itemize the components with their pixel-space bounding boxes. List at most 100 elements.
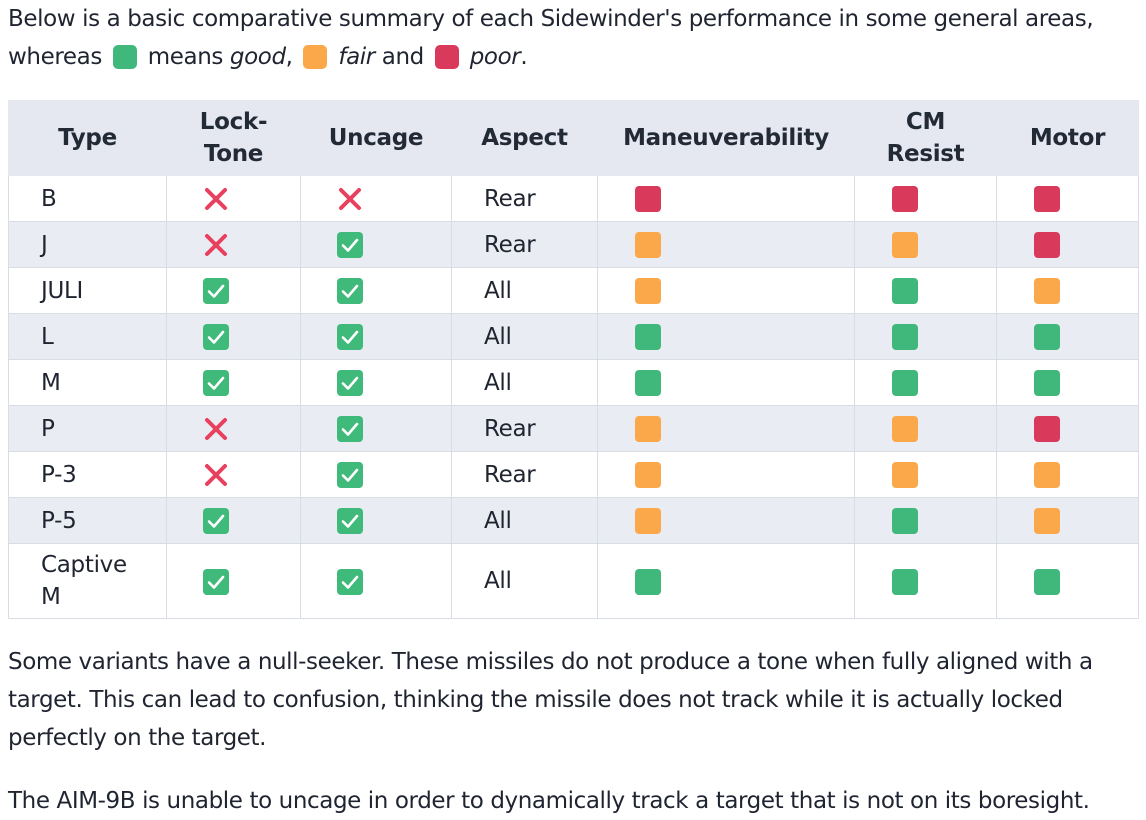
cell-motor bbox=[996, 405, 1139, 452]
lock-tone-check-icon bbox=[203, 508, 229, 534]
maneuverability-rating-fair bbox=[635, 462, 661, 488]
uncage-check-icon bbox=[337, 324, 363, 350]
cell-cm-resist bbox=[854, 405, 997, 452]
intro-and: and bbox=[381, 44, 424, 70]
cm-resist-rating-good bbox=[892, 324, 918, 350]
maneuverability-rating-good bbox=[635, 324, 661, 350]
lock-tone-cross-icon bbox=[203, 232, 229, 258]
cell-lock-tone bbox=[166, 405, 301, 452]
maneuverability-rating-fair bbox=[635, 232, 661, 258]
good-legend-square bbox=[112, 45, 137, 69]
cell-maneuverability bbox=[597, 451, 855, 498]
cell-cm-resist bbox=[854, 221, 997, 268]
cell-uncage bbox=[300, 175, 452, 222]
cell-aspect: All bbox=[451, 359, 598, 406]
uncage-check-icon bbox=[337, 568, 363, 595]
cell-uncage bbox=[300, 221, 452, 268]
type-label: B bbox=[41, 185, 57, 212]
lock-tone-check-icon bbox=[203, 568, 229, 595]
cell-maneuverability bbox=[597, 359, 855, 406]
sidewinder-comparison-table: Type Lock-Tone Uncage Aspect Maneuverabi… bbox=[8, 100, 1139, 619]
table-row: J Rear bbox=[8, 221, 1139, 268]
cell-lock-tone bbox=[166, 451, 301, 498]
uncage-cross-icon bbox=[337, 186, 363, 212]
uncage-check-icon bbox=[337, 508, 363, 534]
maneuverability-rating-good bbox=[635, 370, 661, 396]
cell-lock-tone bbox=[166, 497, 301, 544]
cell-motor bbox=[996, 267, 1139, 314]
cell-motor bbox=[996, 451, 1139, 498]
lock-tone-cross-icon bbox=[203, 186, 229, 212]
type-label: P-5 bbox=[41, 507, 77, 534]
cell-aspect: All bbox=[451, 267, 598, 314]
cell-lock-tone bbox=[166, 175, 301, 222]
cell-aspect: Rear bbox=[451, 221, 598, 268]
legend-poor-label: poor bbox=[469, 44, 521, 70]
uncage-check-icon bbox=[337, 278, 363, 304]
lock-tone-cross-icon bbox=[203, 462, 229, 488]
cell-cm-resist bbox=[854, 451, 997, 498]
cell-motor bbox=[996, 221, 1139, 268]
type-label: J bbox=[41, 231, 48, 258]
motor-rating-poor bbox=[1034, 186, 1060, 212]
poor-legend-square bbox=[434, 45, 459, 69]
cell-motor bbox=[996, 543, 1139, 619]
type-label: Captive M bbox=[41, 552, 127, 610]
intro-means: means bbox=[147, 44, 224, 70]
table-row: Captive M All bbox=[8, 543, 1139, 619]
cm-resist-rating-good bbox=[892, 370, 918, 396]
aspect-label: Rear bbox=[484, 231, 536, 258]
aspect-label: All bbox=[484, 323, 512, 350]
cell-uncage bbox=[300, 267, 452, 314]
motor-rating-poor bbox=[1034, 232, 1060, 258]
cell-maneuverability bbox=[597, 221, 855, 268]
table-row: B Rear bbox=[8, 175, 1139, 222]
table-row: M All bbox=[8, 359, 1139, 406]
page-content: Below is a basic comparative summary of … bbox=[8, 0, 1139, 814]
cell-uncage bbox=[300, 451, 452, 498]
cell-uncage bbox=[300, 405, 452, 452]
maneuverability-rating-good bbox=[635, 568, 661, 595]
cell-lock-tone bbox=[166, 313, 301, 360]
cell-type: P-5 bbox=[8, 497, 167, 544]
aspect-label: Rear bbox=[484, 415, 536, 442]
motor-rating-fair bbox=[1034, 508, 1060, 534]
legend-good-label: good bbox=[229, 44, 286, 70]
cell-aspect: Rear bbox=[451, 175, 598, 222]
motor-rating-poor bbox=[1034, 416, 1060, 442]
cell-type: P bbox=[8, 405, 167, 452]
cm-resist-rating-fair bbox=[892, 416, 918, 442]
aspect-label: All bbox=[484, 277, 512, 304]
lock-tone-check-icon bbox=[203, 278, 229, 304]
cell-aspect: All bbox=[451, 313, 598, 360]
cell-lock-tone bbox=[166, 359, 301, 406]
table-header-row: Type Lock-Tone Uncage Aspect Maneuverabi… bbox=[8, 100, 1139, 176]
cell-cm-resist bbox=[854, 497, 997, 544]
table-row: P-3 Rear bbox=[8, 451, 1139, 498]
table-row: JULI All bbox=[8, 267, 1139, 314]
uncage-check-icon bbox=[337, 416, 363, 442]
cm-resist-rating-poor bbox=[892, 186, 918, 212]
cm-resist-rating-good bbox=[892, 568, 918, 595]
cell-aspect: All bbox=[451, 497, 598, 544]
header-maneuverability: Maneuverability bbox=[597, 100, 855, 176]
cell-motor bbox=[996, 497, 1139, 544]
cell-type: P-3 bbox=[8, 451, 167, 498]
lock-tone-check-icon bbox=[203, 370, 229, 396]
maneuverability-rating-poor bbox=[635, 186, 661, 212]
motor-rating-good bbox=[1034, 370, 1060, 396]
legend-fair-label: fair bbox=[338, 44, 375, 70]
cell-type: Captive M bbox=[8, 543, 167, 619]
cell-maneuverability bbox=[597, 405, 855, 452]
aspect-label: All bbox=[484, 369, 512, 396]
header-motor: Motor bbox=[996, 100, 1139, 176]
cm-resist-rating-fair bbox=[892, 462, 918, 488]
table-row: P Rear bbox=[8, 405, 1139, 452]
cell-type: M bbox=[8, 359, 167, 406]
motor-rating-fair bbox=[1034, 462, 1060, 488]
fair-legend-square bbox=[303, 45, 328, 69]
uncage-check-icon bbox=[337, 370, 363, 396]
cell-maneuverability bbox=[597, 313, 855, 360]
aim9b-paragraph: The AIM-9B is unable to uncage in order … bbox=[8, 788, 1090, 814]
type-label: P bbox=[41, 415, 55, 442]
